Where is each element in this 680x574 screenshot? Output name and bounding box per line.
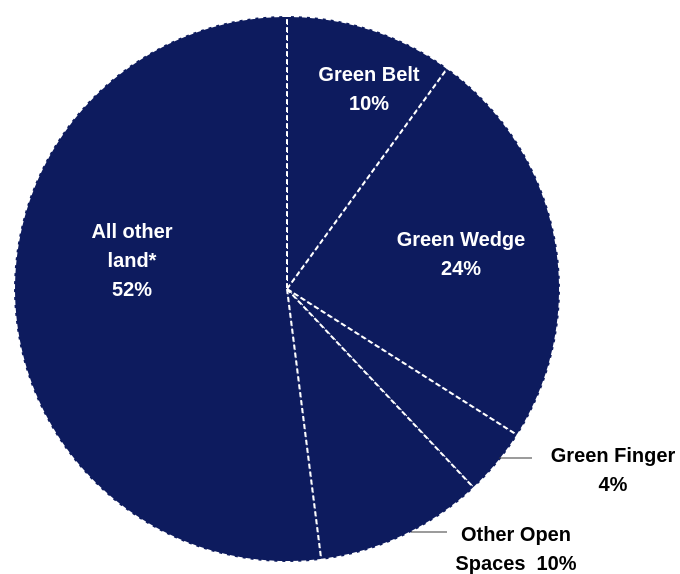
pie-slice-green-wedge [285,66,561,437]
slice-label-all-other: All other land* 52% [91,221,172,301]
pie-slice-green-belt [286,14,449,293]
slice-labels: Green Belt 10% Green Wedge 24% Green Finger 4… [91,64,675,574]
slice-label-line: Green Wedge [397,229,526,251]
slice-label-green-belt: Green Belt 10% [318,64,419,115]
slice-label-line: Spaces 10% [455,553,576,574]
slice-label-line: 10% [349,93,389,115]
slice-label-line: 52% [112,279,152,301]
pie-slices [13,14,561,563]
slice-label-line: land* [108,250,157,272]
slice-label-other-open: Other Open Spaces 10% [455,524,576,574]
slice-label-green-wedge: Green Wedge 24% [397,229,526,280]
slice-label-line: Other Open [461,524,571,546]
slice-label-line: 4% [599,474,628,496]
pie-slice-other-open [285,286,476,561]
pie-slice-all-other [13,14,323,563]
slice-label-line: All other [91,221,172,243]
slice-label-line: Green Finger [551,445,676,467]
slice-label-line: 24% [441,258,481,280]
leader-lines [411,457,532,533]
slice-label-line: Green Belt [318,64,419,86]
slice-label-green-finger: Green Finger 4% [551,445,676,496]
pie-slice-green-finger [286,288,519,490]
